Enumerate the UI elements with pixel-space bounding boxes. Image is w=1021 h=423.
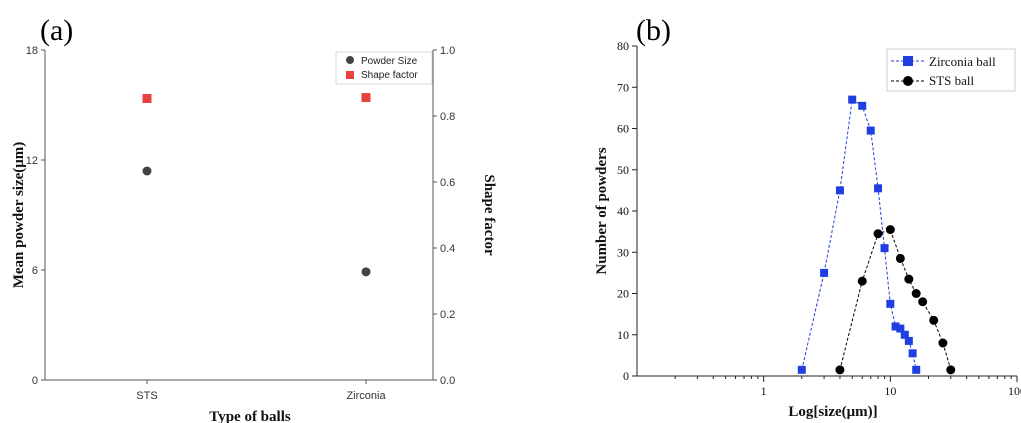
panel-b-point-zirconia	[904, 336, 913, 345]
panel-a-marks	[142, 93, 371, 277]
panel-b-legend-label-sts: STS ball	[929, 73, 975, 88]
panel-a-legend: Powder Size Shape factor	[335, 51, 433, 85]
panel-b-line-sts	[839, 228, 952, 370]
panel-a-x-axis-title: Type of balls	[209, 409, 291, 423]
panel-b-point-zirconia	[858, 101, 867, 110]
panel-b-point-zirconia	[797, 365, 806, 374]
panel-b-point-sts	[885, 225, 895, 235]
panel-b-legend-marker-sts	[903, 76, 913, 86]
panel-b-y-tick-label: 40	[617, 204, 629, 218]
panel-b-label: (b)	[636, 14, 671, 47]
panel-a-x-tick-label: STS	[136, 390, 157, 402]
panel-a-point-powder-size	[361, 267, 371, 277]
panel-b: (b) Number of powders Log[size(μm)] 0 10 2…	[594, 14, 1021, 420]
panel-a-y2-tick-label: 0.8	[440, 111, 455, 123]
panel-a-y2-tick-label: 0.0	[440, 375, 455, 387]
panel-a: (a) Mean powder size(μm) Shape factor Ty…	[11, 14, 497, 423]
panel-a-y-tick-label: 12	[26, 155, 38, 167]
panel-b-point-zirconia	[900, 330, 909, 339]
panel-b-ticks: 0 10 20 30 40 50 60 70 80 1 10 100	[617, 39, 1021, 398]
panel-a-y2-tick-label: 0.2	[440, 309, 455, 321]
panel-a-y-tick-label: 0	[32, 375, 38, 387]
panel-b-y-tick-label: 70	[617, 80, 629, 94]
panel-b-y-tick-label: 10	[617, 328, 629, 342]
panel-b-point-sts	[857, 276, 867, 286]
panel-b-x-tick-label: 1	[761, 384, 767, 398]
panel-a-point-shape-factor	[142, 94, 152, 104]
panel-b-point-sts	[938, 338, 948, 348]
panel-b-point-sts	[929, 315, 939, 325]
panel-a-point-shape-factor	[361, 93, 371, 103]
panel-b-point-zirconia	[908, 349, 917, 358]
panel-a-axes	[44, 50, 434, 381]
panel-a-y2-tick-label: 0.4	[440, 243, 455, 255]
panel-b-y-tick-label: 30	[617, 245, 629, 259]
panel-b-point-zirconia	[866, 126, 875, 135]
panel-b-point-zirconia	[835, 186, 844, 195]
panel-b-point-sts	[873, 229, 883, 239]
panel-b-point-zirconia	[886, 299, 895, 308]
panel-b-y-axis-title: Number of powders	[594, 147, 610, 274]
panel-a-y2-axis-title: Shape factor	[481, 174, 497, 256]
panel-b-y-tick-label: 0	[623, 369, 629, 383]
panel-a-legend-label-powder-size: Powder Size	[361, 56, 418, 67]
panel-a-y-tick-label: 18	[26, 45, 38, 57]
panel-a-point-powder-size	[142, 166, 152, 176]
panel-b-point-sts	[946, 365, 956, 375]
panel-b-point-sts	[904, 274, 914, 284]
panel-b-legend-label-zirconia: Zirconia ball	[929, 54, 996, 69]
panel-b-x-tick-label: 100	[1008, 384, 1021, 398]
panel-b-y-tick-label: 20	[617, 287, 629, 301]
panel-a-x-tick-label: Zirconia	[346, 390, 386, 402]
panel-b-marks	[797, 95, 956, 375]
panel-b-point-sts	[918, 297, 928, 307]
panel-a-legend-label-shape-factor: Shape factor	[361, 70, 418, 81]
panel-a-y2-tick-label: 0.6	[440, 177, 455, 189]
panel-b-y-tick-label: 60	[617, 122, 629, 136]
panel-a-y2-tick-label: 1.0	[440, 45, 455, 57]
panel-b-point-sts	[895, 253, 905, 263]
panel-a-y-tick-label: 6	[32, 265, 38, 277]
panel-a-legend-marker-shape-factor	[346, 71, 354, 79]
panel-b-x-tick-label: 10	[884, 384, 896, 398]
panel-b-x-axis-title: Log[size(μm)]	[788, 404, 877, 420]
panel-b-axes	[636, 46, 1017, 377]
panel-b-point-zirconia	[912, 365, 921, 374]
panel-b-legend: Zirconia ball STS ball	[886, 48, 1016, 92]
panel-b-point-zirconia	[891, 322, 900, 331]
panel-b-point-sts	[835, 365, 845, 375]
panel-a-y-axis-title: Mean powder size(μm)	[11, 142, 27, 289]
panel-b-point-zirconia	[820, 268, 829, 277]
panel-b-point-zirconia	[880, 244, 889, 253]
panel-b-y-tick-label: 80	[617, 39, 629, 53]
panel-b-point-zirconia	[896, 324, 905, 333]
panel-b-legend-marker-zirconia	[903, 56, 913, 66]
panel-a-legend-marker-powder-size	[346, 56, 354, 64]
panel-b-point-zirconia	[848, 95, 857, 104]
panel-b-point-sts	[911, 289, 921, 298]
panel-b-point-zirconia	[874, 184, 883, 193]
panel-a-ticks: 0 6 12 18 0.0 0.2 0.4 0.6 0.8 1.0 STS Zirconia	[26, 45, 456, 402]
panel-a-label: (a)	[40, 14, 73, 47]
panel-b-y-tick-label: 50	[617, 163, 629, 177]
